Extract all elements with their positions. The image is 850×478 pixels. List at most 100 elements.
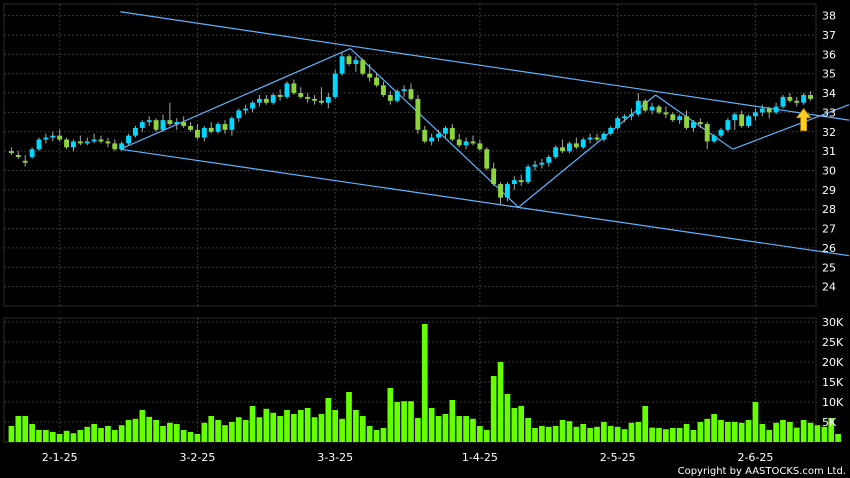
volume-bar bbox=[366, 426, 373, 442]
volume-bar bbox=[525, 418, 531, 442]
candle-body bbox=[112, 143, 118, 150]
candle-body bbox=[429, 137, 435, 142]
candle-body bbox=[656, 106, 662, 113]
price-tick-label: 35 bbox=[822, 68, 836, 81]
volume-bar bbox=[380, 428, 387, 442]
candle bbox=[567, 141, 572, 154]
price-tick-label: 37 bbox=[822, 29, 836, 42]
volume-bar bbox=[421, 324, 428, 442]
candle bbox=[360, 58, 366, 76]
candle bbox=[64, 137, 69, 150]
price-tick-label: 25 bbox=[822, 261, 836, 274]
candle-body bbox=[753, 112, 758, 117]
volume-bar bbox=[573, 426, 580, 442]
candle-body bbox=[153, 120, 159, 130]
candle-body bbox=[518, 180, 524, 183]
volume-tick-label: 20K bbox=[822, 356, 844, 369]
volume-bar bbox=[297, 410, 304, 442]
candle bbox=[677, 114, 683, 125]
candle bbox=[29, 147, 35, 159]
candle bbox=[594, 133, 600, 142]
price-panel bbox=[3, 3, 817, 307]
candle-body bbox=[677, 116, 683, 121]
candle bbox=[9, 147, 14, 155]
candle-body bbox=[50, 135, 56, 138]
volume-bar bbox=[173, 424, 180, 442]
candle-body bbox=[339, 56, 345, 74]
candle bbox=[498, 182, 503, 206]
price-tick-label: 29 bbox=[822, 184, 836, 197]
volume-bar bbox=[477, 426, 483, 442]
price-tick-label: 34 bbox=[822, 87, 836, 100]
volume-bar bbox=[401, 401, 407, 442]
volume-bar bbox=[201, 422, 208, 442]
volume-bar bbox=[373, 430, 380, 442]
candle-body bbox=[188, 125, 193, 130]
volume-bar bbox=[470, 418, 476, 442]
volume-bar bbox=[304, 408, 311, 442]
volume-bar bbox=[98, 428, 104, 442]
candle bbox=[57, 129, 63, 142]
candle bbox=[642, 98, 648, 113]
candle bbox=[174, 118, 180, 130]
candle-body bbox=[222, 124, 228, 130]
candle-body bbox=[243, 108, 249, 111]
candle-body bbox=[77, 141, 83, 144]
candle bbox=[759, 104, 765, 117]
volume-bar bbox=[607, 426, 614, 442]
candle bbox=[325, 93, 331, 109]
candle-body bbox=[126, 135, 131, 144]
candle bbox=[436, 129, 441, 142]
volume-bar bbox=[139, 410, 146, 442]
price-tick-label: 32 bbox=[822, 126, 836, 139]
candle-body bbox=[133, 127, 138, 136]
candle-body bbox=[91, 139, 97, 142]
trend-line bbox=[349, 48, 519, 208]
candle bbox=[739, 110, 745, 128]
candle bbox=[91, 133, 97, 144]
candle bbox=[505, 182, 510, 202]
annotation-arrow bbox=[795, 108, 812, 132]
candle-body bbox=[436, 133, 441, 138]
volume-axis: 5K 10K 15K 20K 25K 30K bbox=[822, 316, 844, 429]
candle bbox=[484, 147, 490, 171]
candle bbox=[160, 114, 166, 132]
candle bbox=[50, 131, 56, 142]
candle-body bbox=[456, 139, 462, 146]
volume-tick-label: 10K bbox=[822, 396, 844, 409]
volume-bar bbox=[656, 428, 662, 442]
candle bbox=[250, 100, 255, 113]
volume-bar bbox=[56, 434, 63, 442]
candle bbox=[139, 120, 145, 132]
candle-body bbox=[787, 96, 793, 101]
candle bbox=[622, 114, 627, 123]
candle-body bbox=[98, 139, 104, 142]
candle-body bbox=[15, 155, 21, 157]
candle bbox=[808, 91, 813, 101]
candle-body bbox=[622, 116, 627, 119]
volume-bar bbox=[263, 408, 270, 442]
candle bbox=[725, 118, 731, 132]
volume-bar bbox=[15, 416, 22, 442]
volume-bar bbox=[821, 426, 828, 442]
candle-body bbox=[539, 162, 545, 165]
candle-body bbox=[718, 129, 724, 136]
candle bbox=[339, 52, 345, 76]
candle bbox=[746, 114, 751, 128]
candle bbox=[146, 116, 152, 126]
price-tick-label: 30 bbox=[822, 164, 836, 177]
volume-bar bbox=[490, 376, 497, 442]
volume-bar bbox=[787, 422, 793, 442]
candle-body bbox=[649, 106, 655, 111]
candle-body bbox=[739, 114, 745, 126]
volume-bar bbox=[614, 426, 621, 442]
volume-bar bbox=[132, 418, 139, 442]
candle bbox=[663, 106, 669, 119]
candle bbox=[243, 104, 249, 115]
price-tick-label: 31 bbox=[822, 145, 836, 158]
candle-body bbox=[573, 143, 579, 148]
volume-bar bbox=[153, 420, 159, 442]
candle-body bbox=[553, 147, 559, 157]
candle-body bbox=[746, 116, 751, 126]
volume-bar bbox=[84, 426, 91, 442]
